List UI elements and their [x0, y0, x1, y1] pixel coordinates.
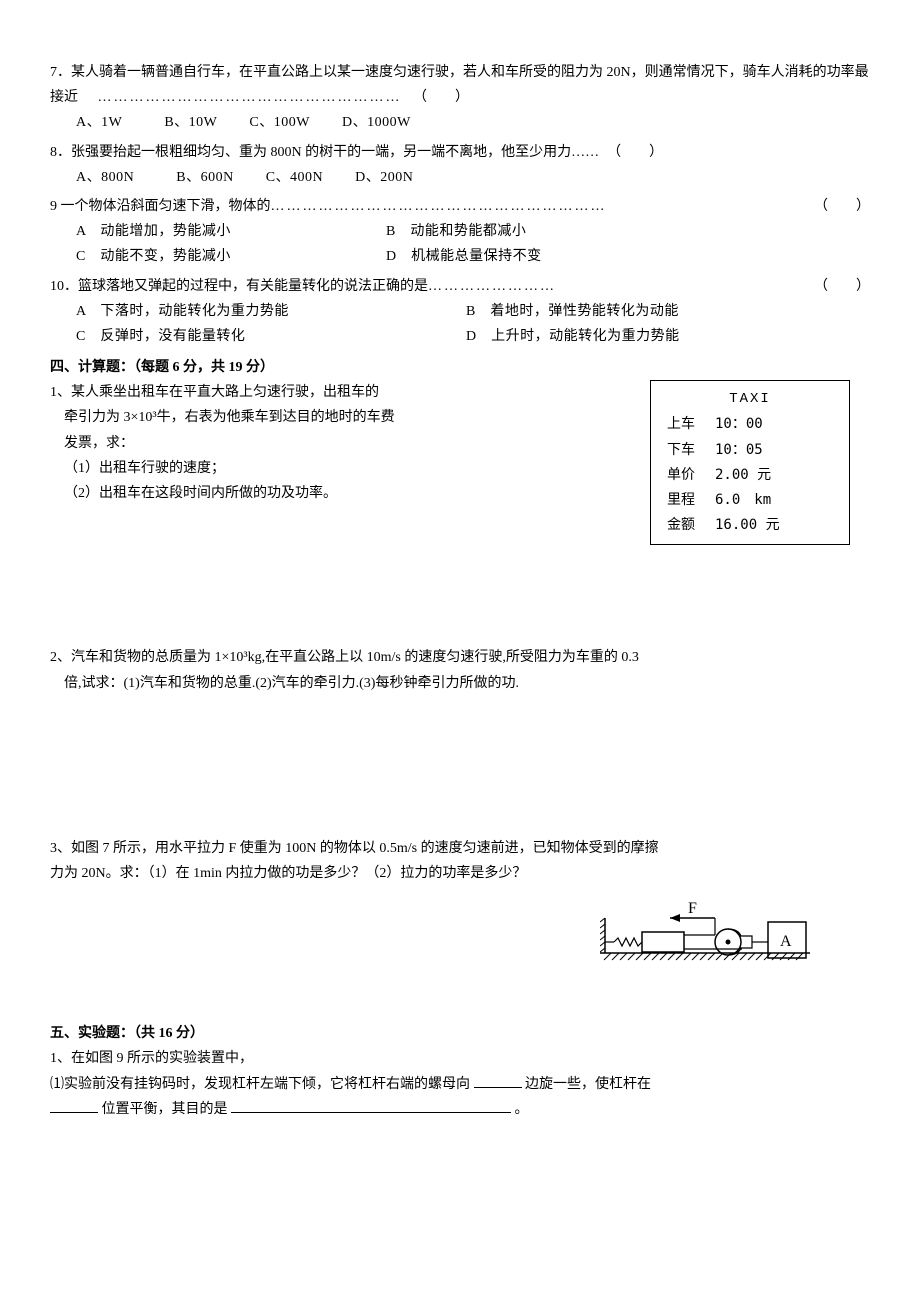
question-8: 8．张强要抬起一根粗细均匀、重为 800N 的树干的一端，另一端不离地，他至少用… — [50, 140, 870, 190]
taxi-value-3: 6.0 km — [715, 488, 833, 513]
q5-1-l2a: ⑴实验前没有挂钩码时，发现杠杆左端下倾，它将杠杆右端的螺母向 — [50, 1077, 470, 1092]
q10-row1: A 下落时，动能转化为重力势能 B 着地时，弹性势能转化为动能 — [50, 299, 870, 324]
q10-opt-c: C 反弹时，没有能量转化 — [76, 324, 466, 349]
q8-text-content: 8．张强要抬起一根粗细均匀、重为 800N 的树干的一端，另一端不离地，他至少用… — [50, 140, 599, 165]
q4-2-l2: 倍,试求：(1)汽车和货物的总重.(2)汽车的牵引力.(3)每秒钟牵引力所做的功… — [50, 671, 870, 696]
q9-opt-d: D 机械能总量保持不变 — [386, 244, 870, 269]
gap-3 — [50, 975, 870, 1015]
q10-text-content: 10．篮球落地又弹起的过程中，有关能量转化的说法正确的是 — [50, 274, 428, 299]
q10-dots: …………………… — [428, 274, 806, 299]
question-4-1: 1、某人乘坐出租车在平直大路上匀速行驶，出租车的 牵引力为 3×10³牛，右表为… — [50, 380, 870, 545]
q4-1-l2: 牵引力为 3×10³牛，右表为他乘车到达目的地时的车费 — [50, 405, 610, 430]
taxi-row-0: 上车 10：00 — [667, 412, 833, 437]
question-9: 9 一个物体沿斜面匀速下滑，物体的 ……………………………………………………… … — [50, 194, 870, 270]
q4-2-l1: 2、汽车和货物的总质量为 1×10³kg,在平直公路上以 10m/s 的速度匀速… — [50, 645, 870, 670]
q9-paren: （ ） — [806, 194, 870, 219]
pulley-diagram-wrap: A F — [50, 898, 810, 963]
q4-3-l1: 3、如图 7 所示，用水平拉力 F 使重为 100N 的物体以 0.5m/s 的… — [50, 836, 870, 861]
question-4-3: 3、如图 7 所示，用水平拉力 F 使重为 100N 的物体以 0.5m/s 的… — [50, 836, 870, 886]
q9-opt-c: C 动能不变，势能减小 — [76, 244, 386, 269]
blank-3[interactable] — [231, 1099, 511, 1113]
q5-1-l2: ⑴实验前没有挂钩码时，发现杠杆左端下倾，它将杠杆右端的螺母向 边旋一些，使杠杆在 — [50, 1072, 870, 1097]
q4-1-l5: （2）出租车在这段时间内所做的功及功率。 — [50, 481, 610, 506]
gap-1 — [50, 545, 870, 645]
blank-2[interactable] — [50, 1099, 98, 1113]
q8-paren: （ ） — [599, 140, 663, 165]
q4-3-l2: 力为 20N。求：（1）在 1min 内拉力做的功是多少？（2）拉力的功率是多少… — [50, 861, 870, 886]
q9-text-content: 9 一个物体沿斜面匀速下滑，物体的 — [50, 194, 271, 219]
q9-line: 9 一个物体沿斜面匀速下滑，物体的 ……………………………………………………… … — [50, 194, 870, 219]
q10-opt-d: D 上升时，动能转化为重力势能 — [466, 324, 870, 349]
q10-row2: C 反弹时，没有能量转化 D 上升时，动能转化为重力势能 — [50, 324, 870, 349]
taxi-title: TAXI — [667, 387, 833, 412]
taxi-value-1: 10：05 — [715, 438, 833, 463]
gap-2 — [50, 696, 870, 836]
q7-opt-b: B、10W — [164, 115, 217, 130]
q10-paren: （ ） — [806, 274, 870, 299]
q7-opt-c: C、100W — [249, 115, 310, 130]
taxi-row-3: 里程 6.0 km — [667, 488, 833, 513]
q5-1-l3a: 位置平衡，其目的是 — [102, 1102, 228, 1117]
taxi-label-3: 里程 — [667, 488, 715, 513]
question-7-text: 7．某人骑着一辆普通自行车，在平直公路上以某一速度匀速行驶，若人和车所受的阻力为… — [50, 60, 870, 110]
pulley-diagram: A F — [600, 898, 810, 963]
taxi-value-4: 16.00 元 — [715, 513, 833, 538]
q7-paren: （ ） — [405, 90, 469, 105]
diagram-f-label: F — [688, 900, 697, 917]
taxi-row-4: 金额 16.00 元 — [667, 513, 833, 538]
q10-opt-a: A 下落时，动能转化为重力势能 — [76, 299, 466, 324]
section-4-header: 四、计算题：（每题 6 分，共 19 分） — [50, 355, 870, 380]
q7-dots: ………………………………………………… — [82, 90, 402, 105]
q4-1-l1: 1、某人乘坐出租车在平直大路上匀速行驶，出租车的 — [50, 380, 610, 405]
q5-1-l2b: 边旋一些，使杠杆在 — [525, 1077, 651, 1092]
taxi-value-2: 2.00 元 — [715, 463, 833, 488]
taxi-receipt: TAXI 上车 10：00 下车 10：05 单价 2.00 元 里程 6.0 … — [650, 380, 850, 545]
question-4-2: 2、汽车和货物的总质量为 1×10³kg,在平直公路上以 10m/s 的速度匀速… — [50, 645, 870, 695]
q9-opt-a: A 动能增加，势能减小 — [76, 219, 386, 244]
q9-row1: A 动能增加，势能减小 B 动能和势能都减小 — [50, 219, 870, 244]
q7-opt-d: D、1000W — [342, 115, 411, 130]
taxi-value-0: 10：00 — [715, 412, 833, 437]
taxi-label-4: 金额 — [667, 513, 715, 538]
taxi-row-1: 下车 10：05 — [667, 438, 833, 463]
taxi-row-2: 单价 2.00 元 — [667, 463, 833, 488]
q8-opt-b: B、600N — [176, 170, 233, 185]
q8-opt-c: C、400N — [266, 170, 323, 185]
q7-options: A、1W B、10W C、100W D、1000W — [50, 110, 870, 135]
q8-opt-d: D、200N — [355, 170, 413, 185]
q4-1-l4: （1）出租车行驶的速度； — [50, 456, 610, 481]
q9-opt-b: B 动能和势能都减小 — [386, 219, 870, 244]
question-5-1: 1、在如图 9 所示的实验装置中， ⑴实验前没有挂钩码时，发现杠杆左端下倾，它将… — [50, 1046, 870, 1122]
section-5-header: 五、实验题：（共 16 分） — [50, 1021, 870, 1046]
question-10: 10．篮球落地又弹起的过程中，有关能量转化的说法正确的是 …………………… （ … — [50, 274, 870, 350]
q5-1-l3b: 。 — [515, 1102, 529, 1117]
question-7: 7．某人骑着一辆普通自行车，在平直公路上以某一速度匀速行驶，若人和车所受的阻力为… — [50, 60, 870, 136]
blank-1[interactable] — [474, 1074, 522, 1088]
q8-options: A、800N B、600N C、400N D、200N — [50, 165, 870, 190]
q7-opt-a: A、1W — [76, 115, 122, 130]
q5-1-l3: 位置平衡，其目的是 。 — [50, 1097, 870, 1122]
diagram-a-label: A — [780, 933, 792, 950]
q5-1-l1: 1、在如图 9 所示的实验装置中， — [50, 1046, 870, 1071]
q10-line: 10．篮球落地又弹起的过程中，有关能量转化的说法正确的是 …………………… （ … — [50, 274, 870, 299]
taxi-label-1: 下车 — [667, 438, 715, 463]
q4-1-l3: 发票，求： — [50, 431, 610, 456]
taxi-label-2: 单价 — [667, 463, 715, 488]
q10-opt-b: B 着地时，弹性势能转化为动能 — [466, 299, 870, 324]
q8-line: 8．张强要抬起一根粗细均匀、重为 800N 的树干的一端，另一端不离地，他至少用… — [50, 140, 870, 165]
q8-opt-a: A、800N — [76, 170, 134, 185]
q4-1-text: 1、某人乘坐出租车在平直大路上匀速行驶，出租车的 牵引力为 3×10³牛，右表为… — [50, 380, 610, 506]
taxi-label-0: 上车 — [667, 412, 715, 437]
q9-dots: ……………………………………………………… — [271, 194, 807, 219]
q9-row2: C 动能不变，势能减小 D 机械能总量保持不变 — [50, 244, 870, 269]
